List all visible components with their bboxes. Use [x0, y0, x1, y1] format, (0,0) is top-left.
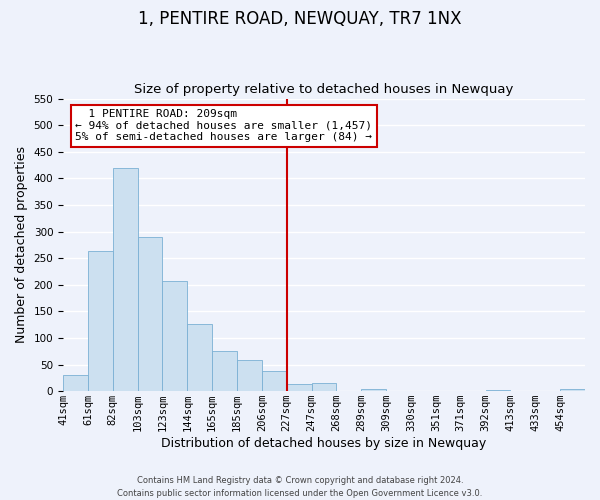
Bar [560, 389, 585, 391]
Bar [361, 388, 386, 391]
Y-axis label: Number of detached properties: Number of detached properties [15, 146, 28, 344]
Bar [311, 383, 337, 391]
Text: 1, PENTIRE ROAD, NEWQUAY, TR7 1NX: 1, PENTIRE ROAD, NEWQUAY, TR7 1NX [138, 10, 462, 28]
Bar [187, 324, 212, 391]
Bar [113, 168, 137, 391]
Bar [485, 390, 511, 391]
Bar [63, 375, 88, 391]
Bar [237, 360, 262, 391]
X-axis label: Distribution of detached houses by size in Newquay: Distribution of detached houses by size … [161, 437, 487, 450]
Text: 1 PENTIRE ROAD: 209sqm  
← 94% of detached houses are smaller (1,457)
5% of semi: 1 PENTIRE ROAD: 209sqm ← 94% of detached… [76, 109, 373, 142]
Bar [137, 237, 163, 391]
Title: Size of property relative to detached houses in Newquay: Size of property relative to detached ho… [134, 83, 514, 96]
Text: Contains HM Land Registry data © Crown copyright and database right 2024.
Contai: Contains HM Land Registry data © Crown c… [118, 476, 482, 498]
Bar [287, 384, 311, 391]
Bar [163, 281, 187, 391]
Bar [262, 371, 287, 391]
Bar [88, 251, 113, 391]
Bar [212, 352, 237, 391]
